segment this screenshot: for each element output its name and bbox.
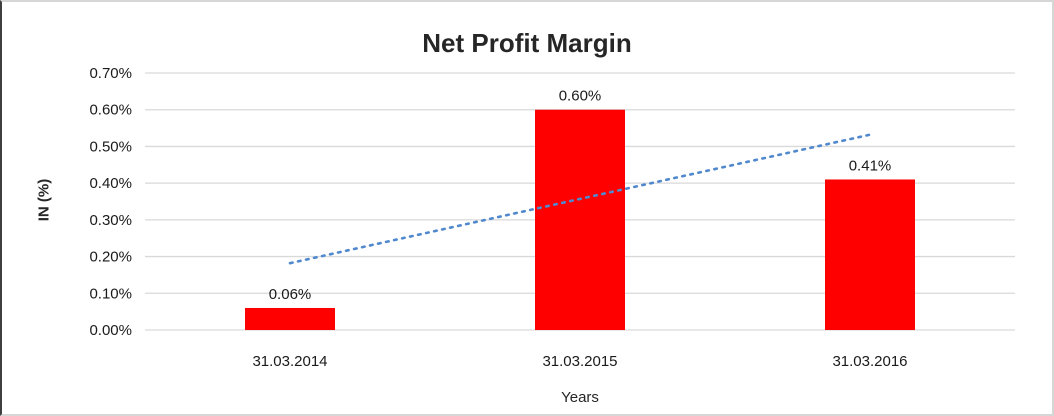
bar [825, 179, 915, 330]
trendline [288, 133, 872, 265]
y-tick-label: 0.00% [89, 322, 132, 339]
bar-data-label: 0.06% [269, 286, 312, 303]
y-tick-label: 0.20% [89, 249, 132, 266]
y-tick-label: 0.70% [89, 65, 132, 82]
bar [535, 109, 625, 330]
y-tick-label: 0.30% [89, 212, 132, 229]
y-tick-label: 0.60% [89, 102, 132, 119]
x-category-label: 31.03.2015 [542, 353, 617, 370]
bar-data-label: 0.41% [849, 157, 892, 174]
y-tick-label: 0.40% [89, 175, 132, 192]
x-axis-title: Years [561, 389, 599, 406]
chart-title: Net Profit Margin [422, 28, 632, 58]
x-category-label: 31.03.2014 [252, 353, 327, 370]
x-category-label: 31.03.2016 [832, 353, 907, 370]
bar [245, 307, 335, 330]
y-tick-label: 0.50% [89, 138, 132, 155]
bar-data-label: 0.60% [559, 88, 602, 105]
y-tick-label: 0.10% [89, 285, 132, 302]
